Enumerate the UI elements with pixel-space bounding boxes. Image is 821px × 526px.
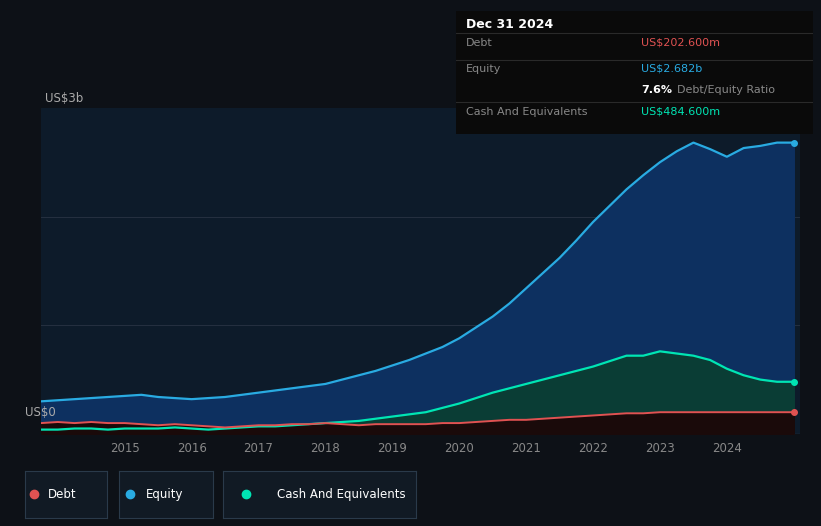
Text: Equity: Equity xyxy=(145,488,183,501)
Text: Debt: Debt xyxy=(466,38,493,48)
Text: Equity: Equity xyxy=(466,64,502,74)
Text: Dec 31 2024: Dec 31 2024 xyxy=(466,18,553,31)
Text: US$484.600m: US$484.600m xyxy=(641,107,721,117)
Text: US$202.600m: US$202.600m xyxy=(641,38,720,48)
Text: US$0: US$0 xyxy=(25,407,55,419)
Text: US$3b: US$3b xyxy=(45,92,84,105)
Text: Debt/Equity Ratio: Debt/Equity Ratio xyxy=(677,85,775,95)
Text: Cash And Equivalents: Cash And Equivalents xyxy=(466,107,588,117)
Text: Debt: Debt xyxy=(48,488,76,501)
Text: US$2.682b: US$2.682b xyxy=(641,64,703,74)
Text: 7.6%: 7.6% xyxy=(641,85,672,95)
Text: Cash And Equivalents: Cash And Equivalents xyxy=(277,488,406,501)
